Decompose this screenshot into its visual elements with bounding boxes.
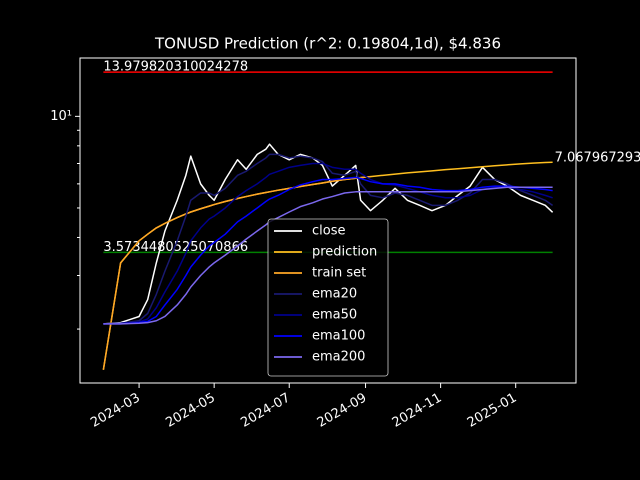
x-tick-label: 2025-01: [465, 391, 520, 431]
legend-label: ema20: [312, 287, 357, 302]
end-label: 7.067967293: [555, 151, 640, 166]
x-tick-label: 2024-09: [315, 391, 370, 431]
legend-label: ema50: [312, 308, 357, 323]
legend-label: prediction: [312, 245, 377, 260]
h-line-label: 3.5734480525070866: [103, 240, 248, 255]
legend-label: close: [312, 224, 345, 239]
chart-title: TONUSD Prediction (r^2: 0.19804,1d), $4.…: [154, 35, 501, 53]
legend-label: train set: [312, 266, 366, 281]
x-tick-label: 2024-05: [163, 391, 218, 431]
x-tick-label: 2024-11: [390, 391, 445, 431]
series-line: [103, 186, 553, 325]
legend-label: ema200: [312, 350, 365, 365]
y-tick-label: 10¹: [50, 109, 72, 124]
legend-label: ema100: [312, 329, 365, 344]
x-tick-label: 2024-03: [88, 391, 143, 431]
series-line: [102, 175, 371, 370]
series-line: [103, 162, 553, 325]
series-line: [103, 176, 553, 325]
x-tick-label: 2024-07: [238, 391, 293, 431]
series-line: [103, 153, 554, 325]
plot-frame: [79, 57, 577, 384]
h-line-label: 13.979820310024278: [103, 60, 248, 75]
